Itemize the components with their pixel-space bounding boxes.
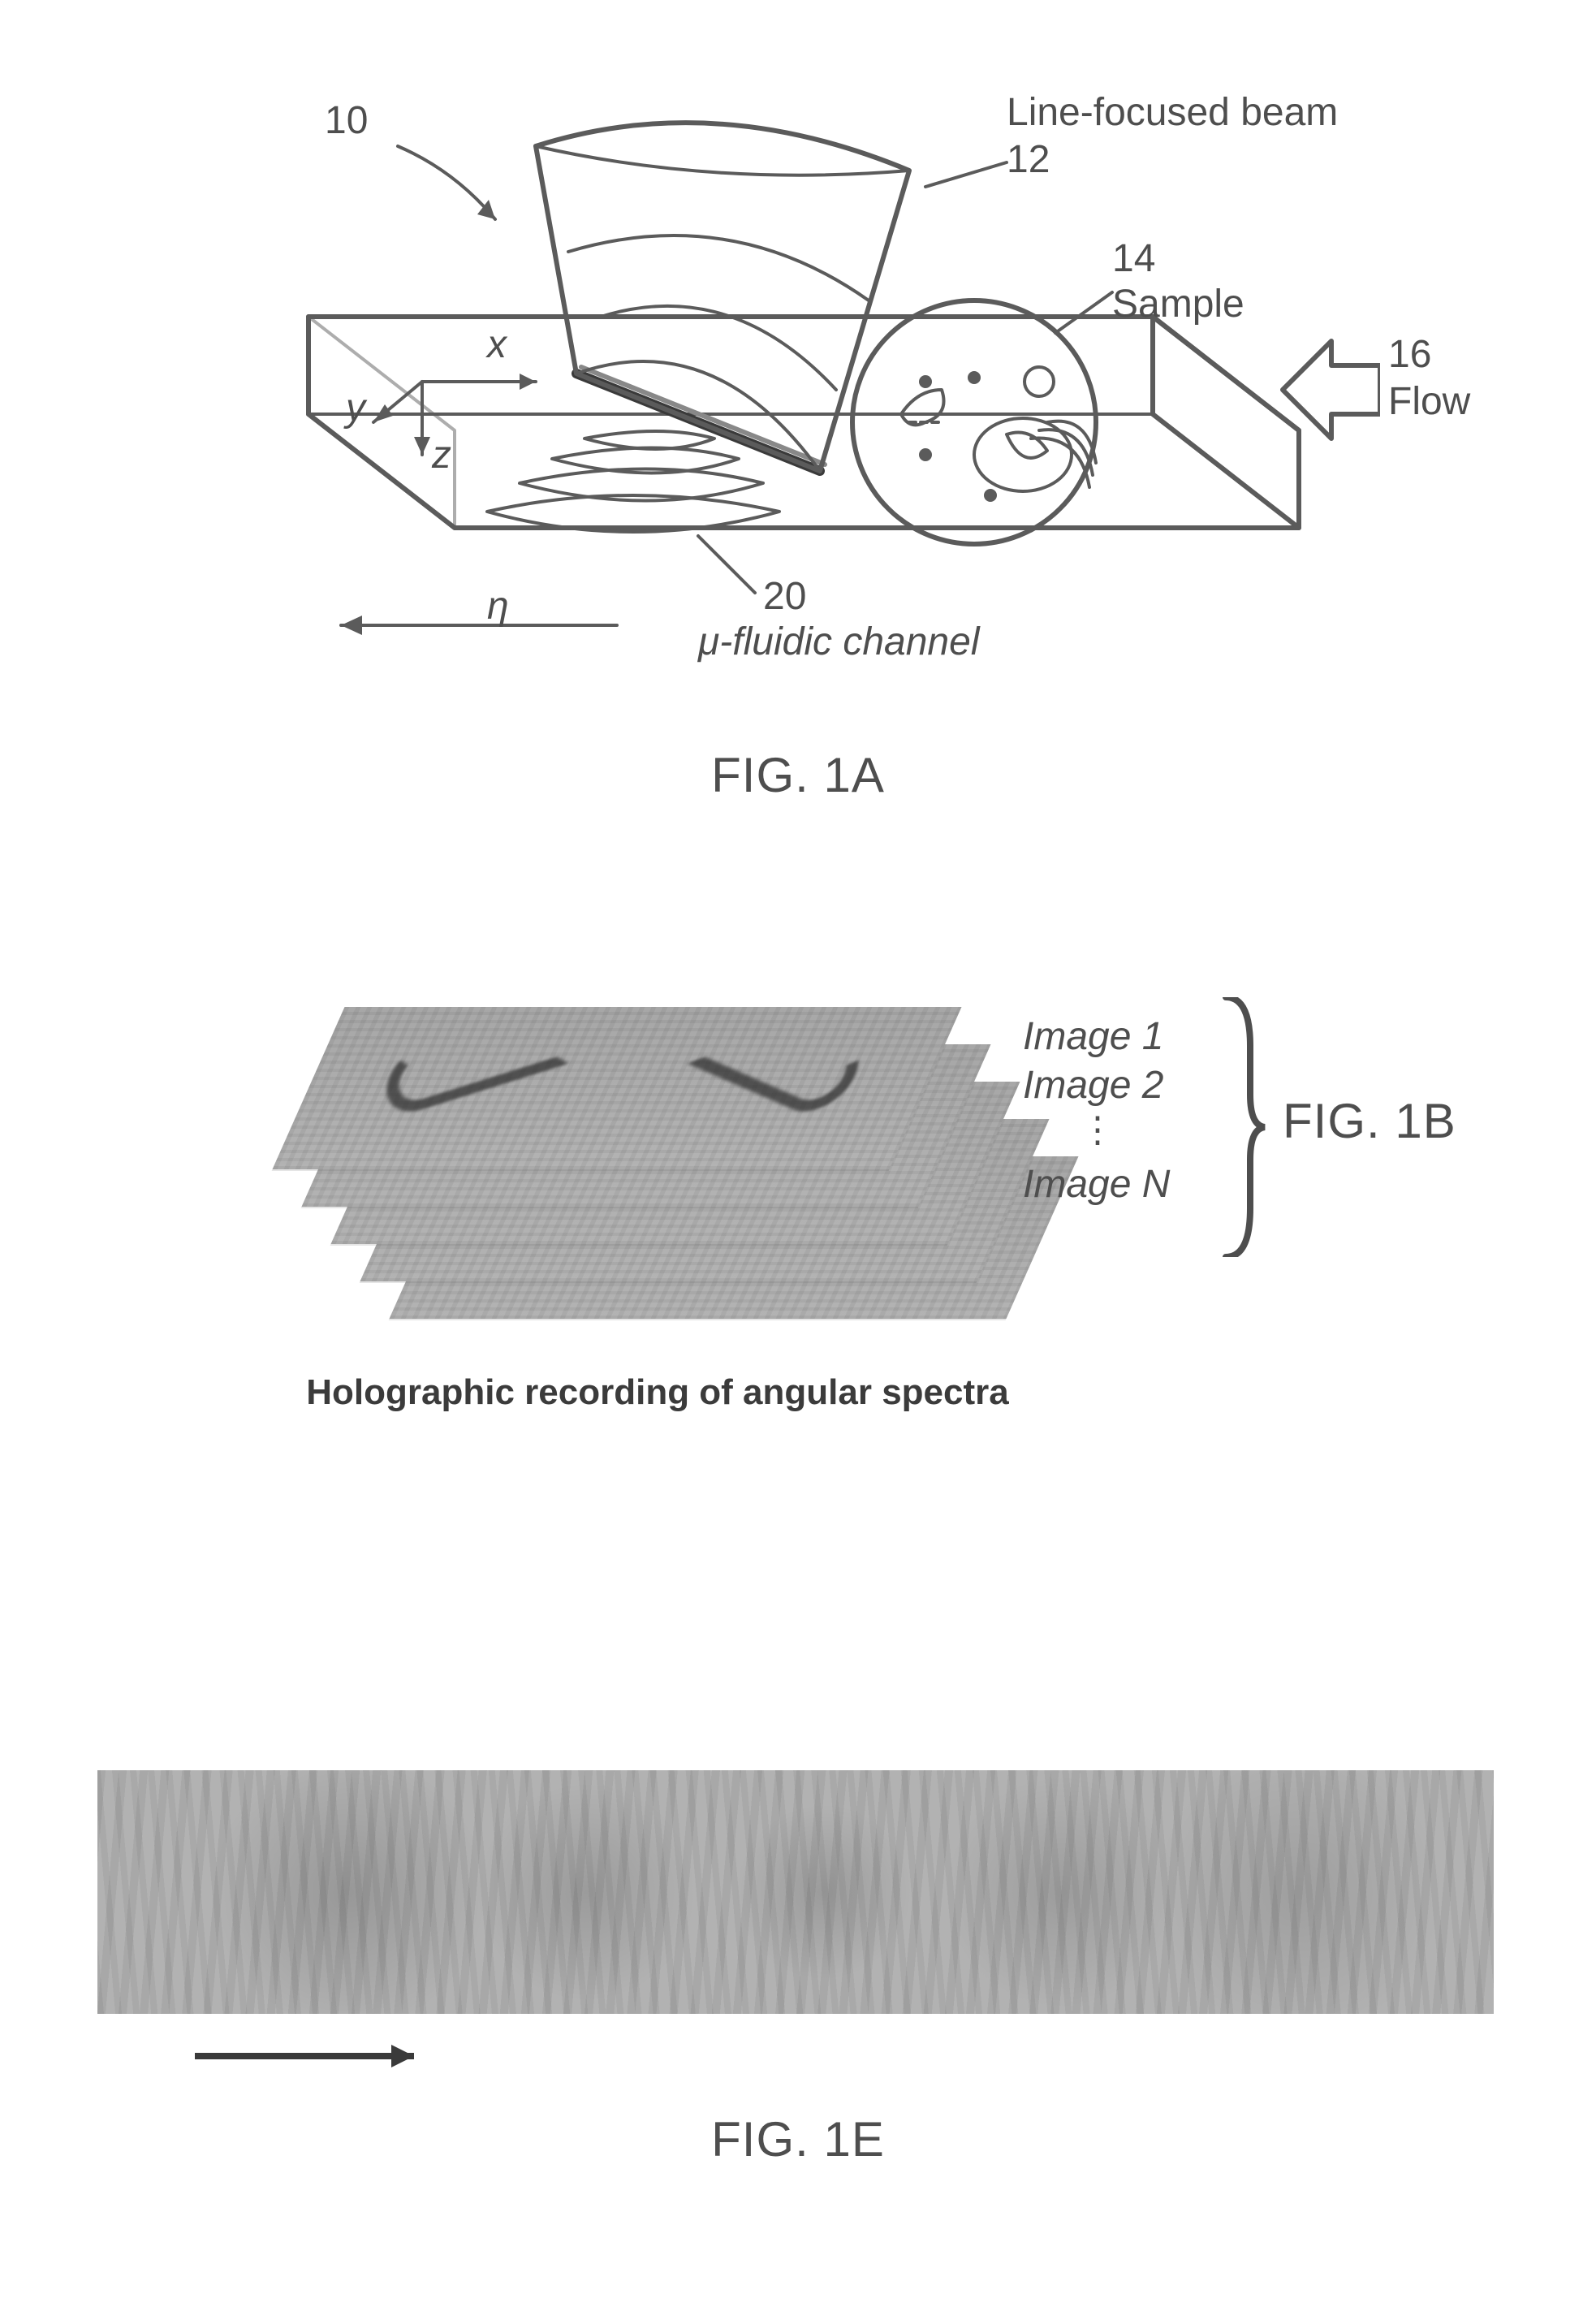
fig-1b-label: FIG. 1B [1283,1093,1456,1149]
sample-label: Sample [1112,281,1244,328]
axis-eta: η [487,583,509,630]
fig-1a-label: FIG. 1A [0,747,1596,803]
image-n-label: Image N [1023,1161,1170,1208]
page: 10 Line-focused beam 12 14 Sample 16 Flo… [0,0,1596,2307]
flow-label: Flow [1388,378,1470,426]
beam-label: Line-focused beam [1007,89,1338,136]
ref-14: 14 [1112,235,1155,283]
ref-20: 20 [763,573,806,620]
ref-16: 16 [1388,331,1431,378]
fig-1b-caption: Holographic recording of angular spectra [244,1372,1072,1413]
image-2-label: Image 2 [1023,1062,1163,1109]
ref-12: 12 [1007,136,1050,184]
image-ellipsis: ⋮ [1080,1109,1115,1152]
axis-y: y [346,385,365,432]
brace-icon [1218,997,1266,1257]
fig-1a: 10 Line-focused beam 12 14 Sample 16 Flo… [195,73,1380,690]
holo-plane-1 [272,1007,961,1169]
fig-1e-arrow [187,2032,446,2080]
axis-x: x [487,322,507,369]
axis-z: z [432,432,451,479]
ref-10: 10 [325,97,368,145]
image-1-label: Image 1 [1023,1013,1163,1061]
fig-1e-label: FIG. 1E [0,2111,1596,2167]
channel-label: μ-fluidic channel [698,619,979,666]
fig-1e-strip [97,1770,1494,2014]
